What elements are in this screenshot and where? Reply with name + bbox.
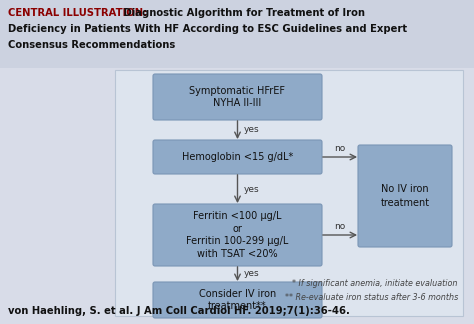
Bar: [0, 0, 474, 68]
Text: no: no: [334, 144, 346, 153]
Text: yes: yes: [244, 270, 259, 279]
Text: Ferritin <100 μg/L
or
Ferritin 100-299 μg/L
with TSAT <20%: Ferritin <100 μg/L or Ferritin 100-299 μ…: [186, 211, 289, 259]
Text: Hemoglobin <15 g/dL*: Hemoglobin <15 g/dL*: [182, 152, 293, 162]
Text: Symptomatic HFrEF
NYHA II-III: Symptomatic HFrEF NYHA II-III: [190, 86, 285, 108]
Text: no: no: [334, 222, 346, 231]
Bar: [115, 70, 463, 316]
Text: Consensus Recommendations: Consensus Recommendations: [8, 40, 175, 50]
FancyBboxPatch shape: [153, 74, 322, 120]
FancyBboxPatch shape: [153, 282, 322, 318]
Text: ** Re-evaluate iron status after 3-6 months: ** Re-evaluate iron status after 3-6 mon…: [285, 293, 458, 302]
Text: No IV iron
treatment: No IV iron treatment: [381, 184, 429, 208]
Text: von Haehling, S. et al. J Am Coll Cardiol HF. 2019;7(1):36-46.: von Haehling, S. et al. J Am Coll Cardio…: [8, 306, 350, 316]
Text: Diagnostic Algorithm for Treatment of Iron: Diagnostic Algorithm for Treatment of Ir…: [120, 8, 365, 18]
Text: Consider IV iron
treatment**: Consider IV iron treatment**: [199, 289, 276, 311]
Text: yes: yes: [244, 125, 259, 134]
Text: CENTRAL ILLUSTRATION:: CENTRAL ILLUSTRATION:: [8, 8, 147, 18]
FancyBboxPatch shape: [358, 145, 452, 247]
FancyBboxPatch shape: [153, 204, 322, 266]
Text: Deficiency in Patients With HF According to ESC Guidelines and Expert: Deficiency in Patients With HF According…: [8, 24, 407, 34]
FancyBboxPatch shape: [153, 140, 322, 174]
Text: * If significant anemia, initiate evaluation: * If significant anemia, initiate evalua…: [292, 279, 458, 288]
Text: yes: yes: [244, 184, 259, 193]
